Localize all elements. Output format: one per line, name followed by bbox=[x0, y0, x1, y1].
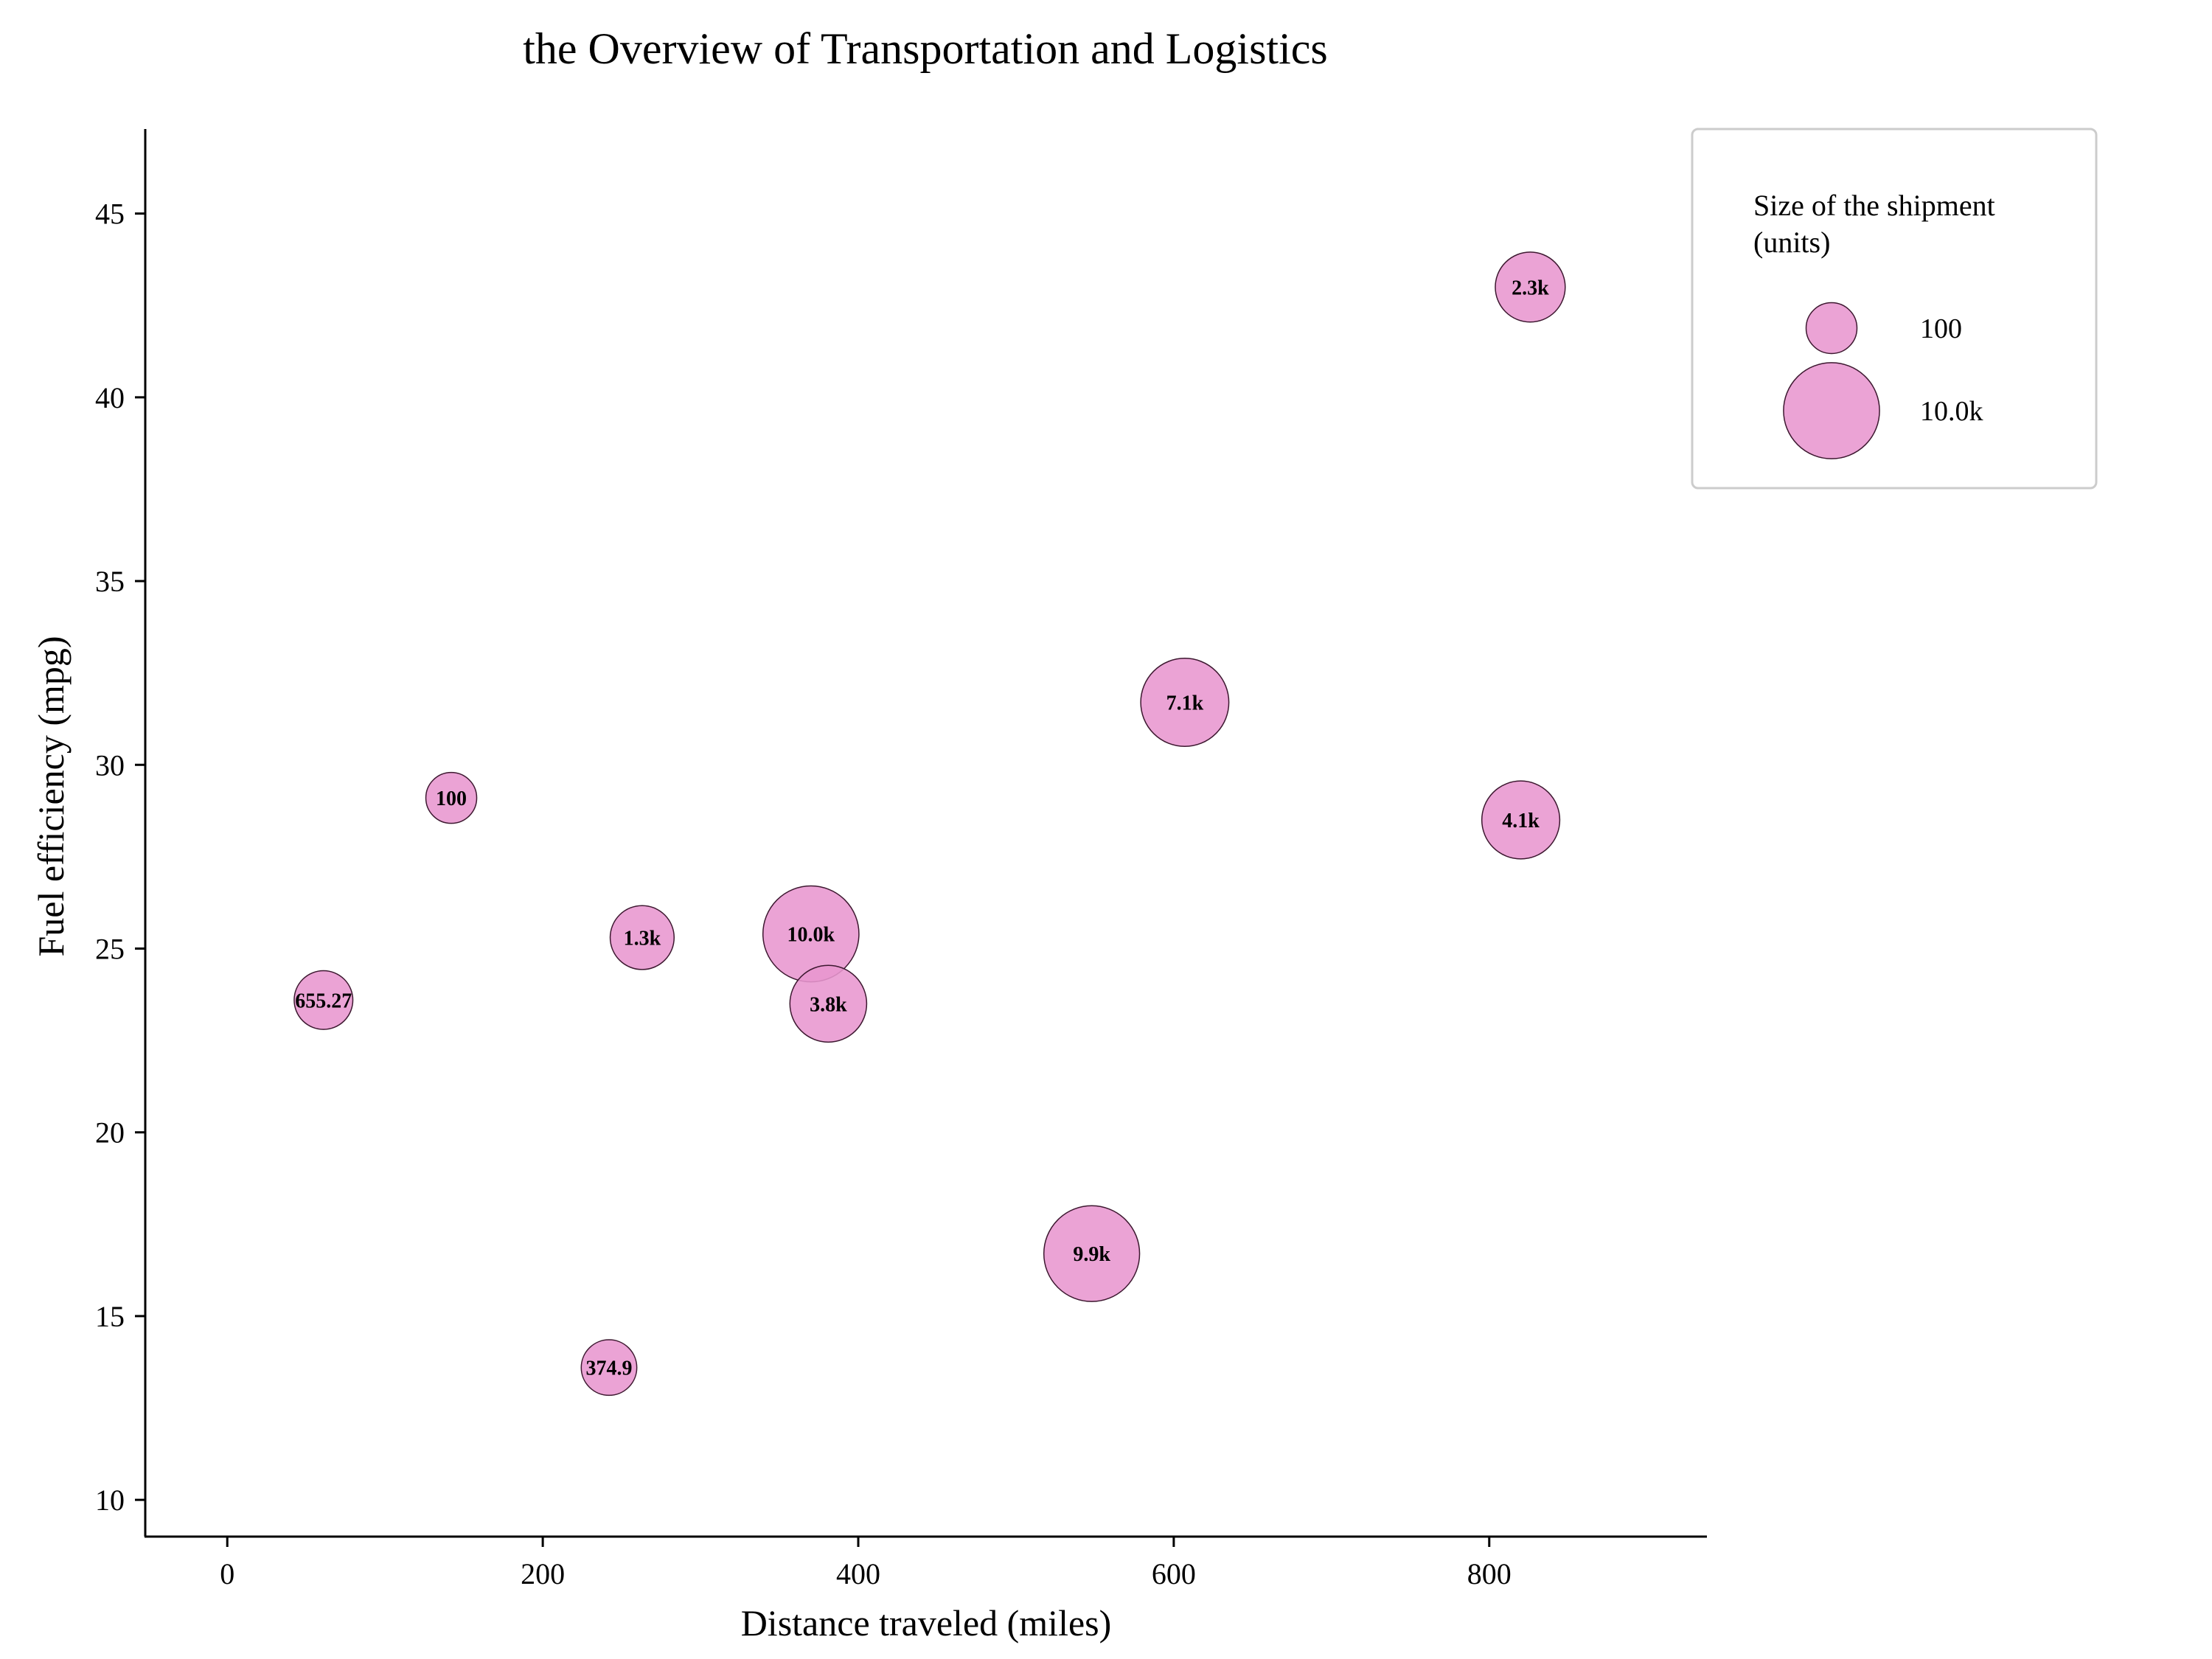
bubble-label: 3.8k bbox=[810, 993, 847, 1016]
y-tick-label: 35 bbox=[95, 565, 125, 598]
bubble-label: 374.9 bbox=[585, 1357, 632, 1380]
y-tick-label: 30 bbox=[95, 748, 125, 782]
x-tick-label: 600 bbox=[1152, 1557, 1196, 1590]
bubble-series: 2.3k 7.1k 4.1k 100 1.3k 10.0k 3.8k 655.27 9.9k 37… bbox=[293, 251, 1566, 1397]
bubble bbox=[609, 905, 675, 970]
x-tick-label: 0 bbox=[220, 1557, 234, 1590]
bubble-label: 10.0k bbox=[787, 924, 835, 947]
bubble-label: 7.1k bbox=[1166, 692, 1204, 715]
bubble-label: 100 bbox=[436, 787, 467, 810]
axes bbox=[144, 129, 1707, 1538]
bubble-label: 2.3k bbox=[1512, 276, 1549, 299]
bubble-label: 4.1k bbox=[1502, 810, 1540, 832]
bubble bbox=[293, 970, 354, 1030]
y-axis-label: Fuel efficiency (mpg) bbox=[30, 636, 72, 956]
legend-box bbox=[1691, 128, 2098, 490]
x-tick-label: 800 bbox=[1467, 1557, 1512, 1590]
bubble-label: 1.3k bbox=[624, 928, 661, 950]
bubble-label: 9.9k bbox=[1073, 1243, 1110, 1266]
bubble bbox=[1140, 658, 1230, 748]
x-axis-label: Distance traveled (miles) bbox=[741, 1602, 1112, 1644]
legend-bubble bbox=[1783, 362, 1880, 459]
y-tick-label: 20 bbox=[95, 1116, 125, 1150]
legend-items: 100 10.0k bbox=[1783, 302, 1983, 459]
y-tick-label: 40 bbox=[95, 381, 125, 414]
y-ticks: 10 15 20 25 30 35 40 45 bbox=[95, 198, 145, 1517]
bubble bbox=[1043, 1205, 1141, 1302]
bubble bbox=[1481, 780, 1561, 860]
legend-title: Size of the shipment (units) bbox=[1753, 189, 1995, 259]
bubble-label: 655.27 bbox=[295, 990, 352, 1012]
y-tick-label: 15 bbox=[95, 1300, 125, 1333]
chart-title: the Overview of Transportation and Logis… bbox=[523, 24, 1328, 73]
y-tick-label: 25 bbox=[95, 933, 125, 966]
x-tick-label: 400 bbox=[836, 1557, 880, 1590]
x-ticks: 0 200 400 600 800 bbox=[220, 1537, 1512, 1590]
bubble bbox=[789, 964, 868, 1043]
y-tick-label: 45 bbox=[95, 198, 125, 231]
bubble bbox=[425, 771, 478, 824]
legend: Size of the shipment (units) 100 10.0k bbox=[1691, 128, 2098, 490]
bubble bbox=[580, 1339, 638, 1397]
bubble bbox=[1495, 251, 1566, 323]
y-tick-label: 10 bbox=[95, 1484, 125, 1517]
legend-bubble bbox=[1805, 302, 1858, 355]
legend-label: 100 bbox=[1920, 313, 1962, 344]
legend-label: 10.0k bbox=[1920, 396, 1983, 427]
x-tick-label: 200 bbox=[521, 1557, 565, 1590]
